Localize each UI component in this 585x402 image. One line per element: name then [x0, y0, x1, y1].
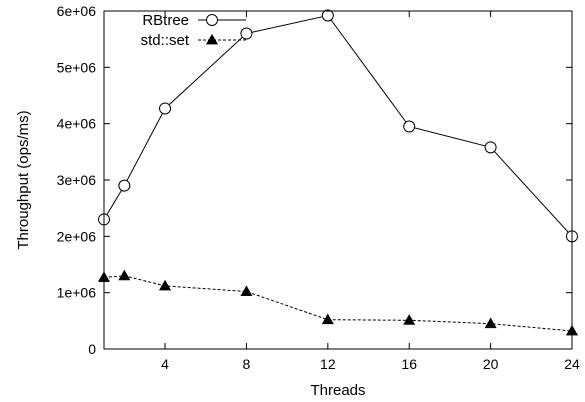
y-tick-label: 1e+06 [57, 285, 97, 301]
y-tick-label: 0 [88, 341, 96, 357]
tick-labels: 0 1e+06 2e+06 3e+06 4e+06 5e+06 6e+06 4 8 12 16 20 2… [57, 3, 580, 372]
legend-marker-sample [206, 14, 218, 26]
legend-marker-sample [205, 33, 219, 45]
legend-entry-0: RBtree [142, 12, 246, 29]
y-tick-label: 6e+06 [57, 3, 97, 19]
x-tick-label: 20 [483, 356, 499, 372]
x-tick-label: 12 [320, 356, 336, 372]
legend-entry-1: std::set [141, 32, 246, 49]
tick-marks [104, 10, 573, 350]
data-point [484, 141, 497, 154]
y-tick-label: 3e+06 [57, 172, 97, 188]
data-point [118, 179, 131, 192]
data-point [403, 120, 416, 133]
y-tick-label: 2e+06 [57, 228, 97, 244]
series-lines [97, 9, 579, 336]
data-point [118, 269, 131, 281]
x-tick-label: 8 [243, 356, 251, 372]
series-1 [97, 269, 579, 336]
plot-frame [103, 10, 573, 350]
legend-label: std::set [141, 32, 190, 49]
y-tick-label: 5e+06 [57, 59, 97, 75]
data-point [240, 27, 253, 40]
data-point [321, 313, 334, 325]
y-axis-title: Throughput (ops/ms) [15, 110, 32, 249]
legend-label: RBtree [142, 12, 189, 29]
data-point [240, 285, 253, 296]
x-axis-title: Threads [310, 382, 365, 399]
x-tick-label: 24 [564, 356, 580, 372]
series-line [103, 275, 573, 332]
data-point [159, 102, 172, 115]
data-point [159, 279, 172, 291]
x-tick-label: 4 [161, 356, 169, 372]
x-tick-label: 16 [401, 356, 417, 372]
data-point [321, 9, 334, 22]
data-point [484, 317, 497, 329]
data-point [403, 314, 416, 325]
series-line [103, 14, 573, 237]
y-tick-label: 4e+06 [57, 116, 97, 132]
